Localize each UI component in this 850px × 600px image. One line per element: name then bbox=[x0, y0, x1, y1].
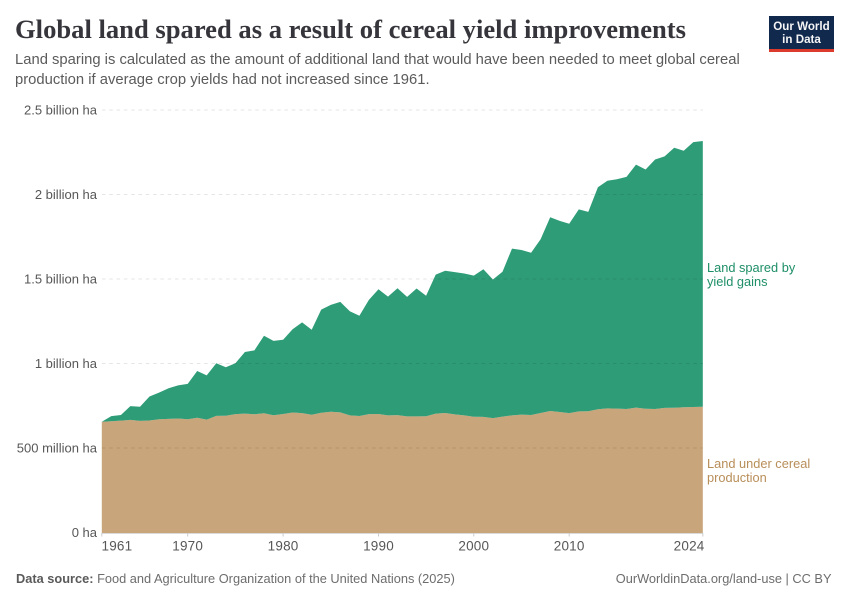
svg-text:2 billion ha: 2 billion ha bbox=[35, 187, 98, 202]
svg-text:2010: 2010 bbox=[554, 539, 585, 554]
svg-text:1961: 1961 bbox=[102, 539, 133, 554]
svg-text:0 ha: 0 ha bbox=[72, 525, 98, 540]
svg-text:2000: 2000 bbox=[458, 539, 489, 554]
svg-text:1.5 billion ha: 1.5 billion ha bbox=[24, 272, 98, 287]
svg-text:2024: 2024 bbox=[674, 539, 705, 554]
svg-text:1 billion ha: 1 billion ha bbox=[35, 356, 98, 371]
svg-text:1990: 1990 bbox=[363, 539, 394, 554]
svg-text:500 million ha: 500 million ha bbox=[17, 441, 98, 456]
svg-text:2.5 billion ha: 2.5 billion ha bbox=[24, 103, 98, 118]
svg-text:1980: 1980 bbox=[268, 539, 299, 554]
svg-text:1970: 1970 bbox=[172, 539, 203, 554]
